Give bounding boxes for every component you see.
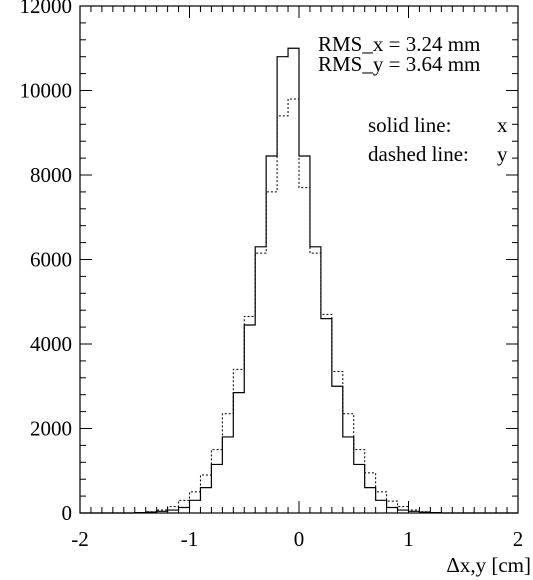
dashed-line-legend-value: y bbox=[497, 142, 508, 166]
x-tick-label: 1 bbox=[403, 527, 414, 551]
x-tick-label: -2 bbox=[71, 527, 89, 551]
dashed-line-legend-label: dashed line: bbox=[368, 142, 469, 166]
x-tick-label: 2 bbox=[513, 527, 524, 551]
series-x-solid-line bbox=[80, 47, 518, 514]
x-tick-labels: -2 -1 0 1 2 bbox=[71, 527, 523, 551]
axis-ticks bbox=[79, 5, 519, 514]
y-tick-label: 4000 bbox=[30, 332, 72, 356]
y-tick-label: 12000 bbox=[20, 0, 73, 18]
y-tick-label: 2000 bbox=[30, 417, 72, 441]
rms-x-annotation: RMS_x = 3.24 mm bbox=[318, 32, 480, 56]
rms-y-annotation: RMS_y = 3.64 mm bbox=[318, 52, 480, 76]
y-tick-labels: 0 2000 4000 6000 8000 10000 12000 bbox=[20, 0, 73, 525]
solid-line-legend-value: x bbox=[497, 113, 508, 137]
x-tick-label: 0 bbox=[294, 527, 305, 551]
x-tick-label: -1 bbox=[181, 527, 199, 551]
y-tick-label: 10000 bbox=[20, 79, 73, 103]
y-tick-label: 0 bbox=[62, 501, 73, 525]
x-axis-label: Δx,y [cm] bbox=[446, 553, 531, 577]
y-tick-label: 6000 bbox=[30, 248, 72, 272]
solid-line-legend-label: solid line: bbox=[368, 113, 451, 137]
y-tick-label: 8000 bbox=[30, 163, 72, 187]
